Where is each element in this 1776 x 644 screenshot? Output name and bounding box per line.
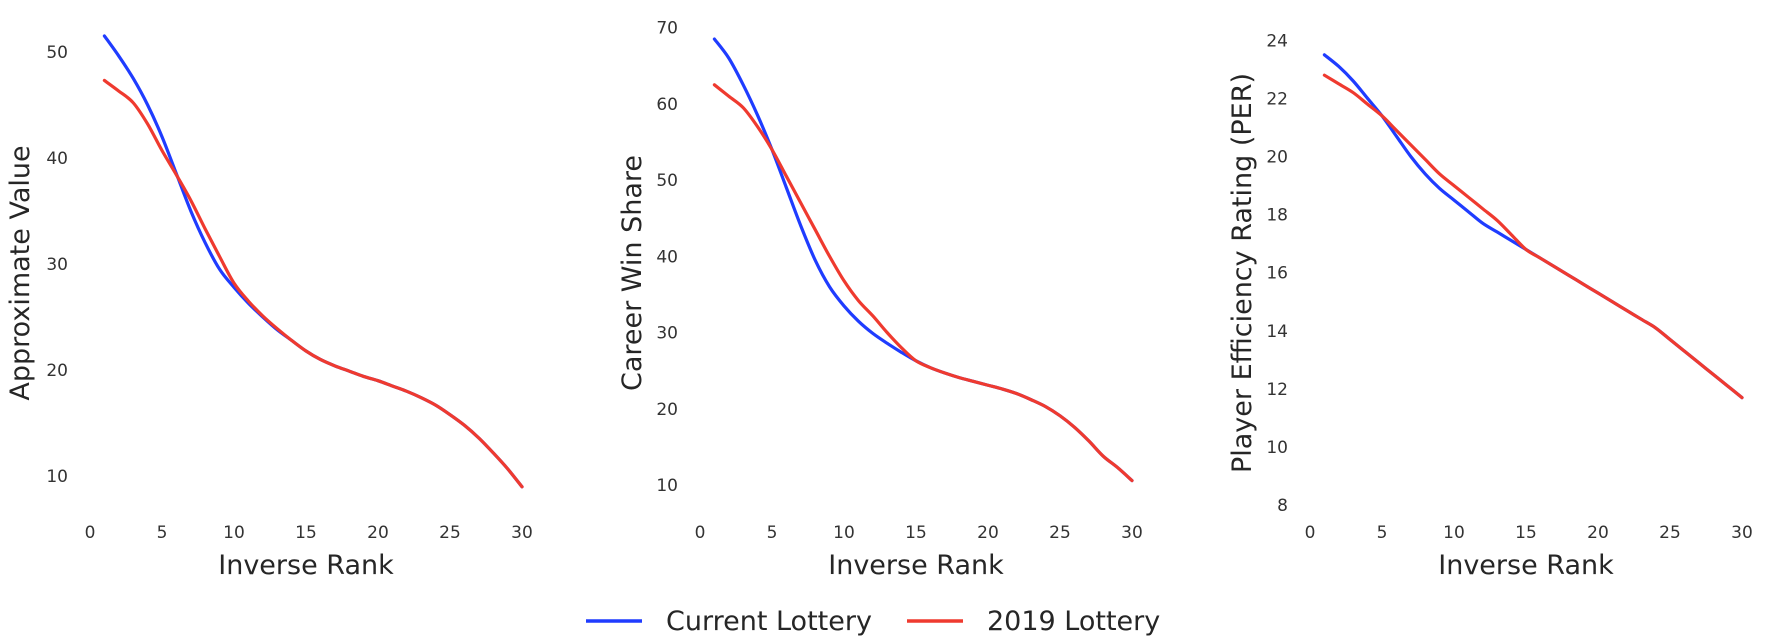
series-line-2019-lottery bbox=[102, 78, 524, 489]
y-tick-label: 40 bbox=[656, 247, 678, 267]
legend-label-2019: 2019 Lottery bbox=[987, 606, 1160, 637]
chart-panel-3: 0 5 10 15 20 25 30 8 10 12 14 16 18 20 22 24 Inverse Ran… bbox=[1227, 31, 1753, 581]
chart-panel-1: 0 5 10 15 20 25 30 10 20 30 40 50 Inverse Rank Approx… bbox=[5, 34, 533, 581]
y-tick-label: 24 bbox=[1266, 31, 1288, 51]
x-tick-label: 30 bbox=[1121, 523, 1143, 543]
x-tick-label: 25 bbox=[1049, 523, 1071, 543]
x-tick-label: 20 bbox=[977, 523, 999, 543]
y-tick-label: 14 bbox=[1266, 322, 1288, 342]
y-tick-label: 40 bbox=[46, 149, 68, 169]
x-axis-title: Inverse Rank bbox=[1438, 550, 1614, 581]
y-tick-label: 12 bbox=[1266, 380, 1288, 400]
x-tick-label: 25 bbox=[439, 523, 461, 543]
y-axis-title: Approximate Value bbox=[5, 145, 36, 400]
y-tick-label: 10 bbox=[1266, 438, 1288, 458]
x-tick-label: 5 bbox=[767, 523, 778, 543]
x-axis-title: Inverse Rank bbox=[828, 550, 1004, 581]
x-tick-label: 25 bbox=[1659, 523, 1681, 543]
series-line-current-lottery bbox=[102, 34, 524, 489]
x-tick-label: 15 bbox=[1515, 523, 1537, 543]
y-axis-title: Career Win Share bbox=[617, 155, 648, 391]
x-tick-label: 20 bbox=[367, 523, 389, 543]
series-line-current-lottery bbox=[712, 37, 1134, 483]
chart-panel-2: 0 5 10 15 20 25 30 10 20 30 40 50 60 70 Inverse Rank Ca… bbox=[617, 19, 1143, 581]
y-tick-label: 22 bbox=[1266, 89, 1288, 109]
y-tick-label: 10 bbox=[46, 467, 68, 487]
x-tick-label: 5 bbox=[157, 523, 168, 543]
x-tick-label: 30 bbox=[1731, 523, 1753, 543]
series-line-2019-lottery bbox=[1322, 73, 1744, 400]
legend: Current Lottery 2019 Lottery bbox=[586, 606, 1160, 637]
legend-label-current: Current Lottery bbox=[666, 606, 872, 637]
y-tick-label: 18 bbox=[1266, 206, 1288, 226]
y-axis-title: Player Efficiency Rating (PER) bbox=[1227, 73, 1258, 473]
y-tick-label: 60 bbox=[656, 95, 678, 115]
x-tick-label: 0 bbox=[695, 523, 706, 543]
y-tick-label: 8 bbox=[1277, 496, 1288, 516]
y-tick-label: 10 bbox=[656, 476, 678, 496]
y-tick-label: 30 bbox=[656, 324, 678, 344]
x-tick-label: 15 bbox=[295, 523, 317, 543]
y-tick-label: 20 bbox=[1266, 148, 1288, 168]
y-tick-label: 70 bbox=[656, 19, 678, 39]
x-tick-label: 15 bbox=[905, 523, 927, 543]
x-tick-label: 0 bbox=[85, 523, 96, 543]
y-tick-label: 50 bbox=[656, 171, 678, 191]
series-line-2019-lottery bbox=[712, 83, 1134, 483]
y-tick-label: 30 bbox=[46, 255, 68, 275]
x-tick-label: 10 bbox=[223, 523, 245, 543]
y-tick-label: 16 bbox=[1266, 264, 1288, 284]
x-tick-label: 30 bbox=[511, 523, 533, 543]
x-axis-title: Inverse Rank bbox=[218, 550, 394, 581]
x-tick-label: 10 bbox=[1443, 523, 1465, 543]
x-tick-label: 20 bbox=[1587, 523, 1609, 543]
x-tick-label: 0 bbox=[1305, 523, 1316, 543]
y-tick-label: 20 bbox=[656, 400, 678, 420]
y-tick-label: 50 bbox=[46, 43, 68, 63]
x-tick-label: 10 bbox=[833, 523, 855, 543]
y-tick-label: 20 bbox=[46, 361, 68, 381]
x-tick-label: 5 bbox=[1377, 523, 1388, 543]
